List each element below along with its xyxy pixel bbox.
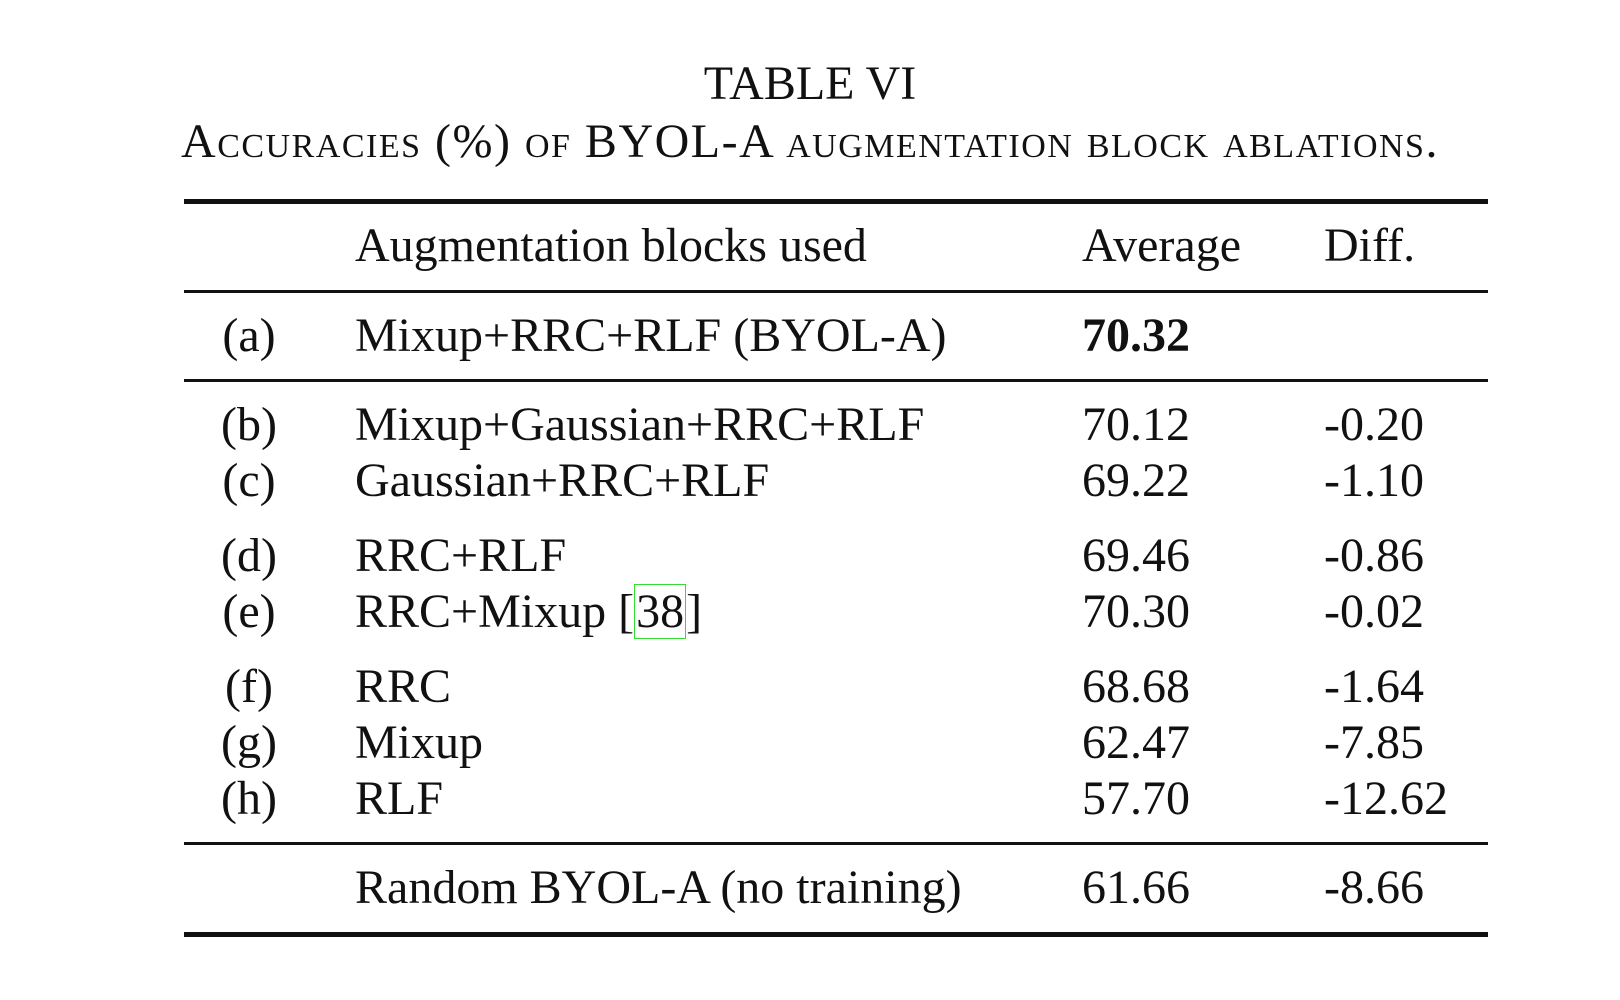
row-diff: -0.86 [1324, 529, 1424, 582]
row-average: 57.70 [1082, 772, 1190, 825]
row-average: 62.47 [1082, 716, 1190, 769]
row-blocks: Gaussian+RRC+RLF [355, 454, 770, 507]
row-id: (a) [222, 309, 276, 362]
row-diff: -0.02 [1324, 585, 1424, 638]
row-diff: -1.10 [1324, 454, 1424, 507]
row-diff: -8.66 [1324, 861, 1424, 914]
citation-close: ] [686, 585, 703, 638]
row-average: 68.68 [1082, 660, 1190, 713]
row-blocks: RRC [355, 660, 452, 713]
row-average: 61.66 [1082, 861, 1190, 914]
row-id: (d) [221, 529, 277, 582]
row-diff: -12.62 [1324, 772, 1448, 825]
row-average: 69.22 [1082, 454, 1190, 507]
bottom-rule [184, 932, 1488, 937]
row-blocks-with-citation: RRC+Mixup [38] [355, 584, 702, 640]
row-blocks: Mixup+RRC+RLF (BYOL-A) [355, 309, 947, 362]
baseline-rule [184, 379, 1488, 382]
row-blocks: Mixup [355, 716, 484, 769]
row-diff: -7.85 [1324, 716, 1424, 769]
row-blocks: RRC+RLF [355, 529, 567, 582]
citation-link[interactable]: 38 [634, 584, 687, 639]
row-id: (b) [221, 398, 277, 451]
row-blocks: Mixup+Gaussian+RRC+RLF [355, 398, 925, 451]
table-caption-text: Accuracies (%) of BYOL-A augmentation bl… [181, 115, 1439, 168]
row-average-best: 70.32 [1082, 309, 1190, 362]
header-blocks: Augmentation blocks used [355, 219, 867, 272]
row-id: (e) [222, 585, 276, 638]
row-id: (c) [222, 454, 276, 507]
table-number: TABLE VI [703, 57, 917, 110]
header-diff: Diff. [1324, 219, 1416, 272]
top-rule [184, 199, 1488, 204]
row-blocks: RRC+Mixup [ [355, 585, 635, 638]
header-rule [184, 290, 1488, 293]
random-rule [184, 842, 1488, 845]
row-diff: -1.64 [1324, 660, 1424, 713]
row-id: (g) [221, 716, 277, 769]
row-diff: -0.20 [1324, 398, 1424, 451]
row-average: 69.46 [1082, 529, 1190, 582]
row-average: 70.12 [1082, 398, 1190, 451]
row-blocks: RLF [355, 772, 444, 825]
row-average: 70.30 [1082, 585, 1190, 638]
row-id: (f) [225, 660, 273, 713]
row-blocks: Random BYOL-A (no training) [355, 861, 962, 914]
header-average: Average [1082, 219, 1241, 272]
row-id: (h) [221, 772, 277, 825]
